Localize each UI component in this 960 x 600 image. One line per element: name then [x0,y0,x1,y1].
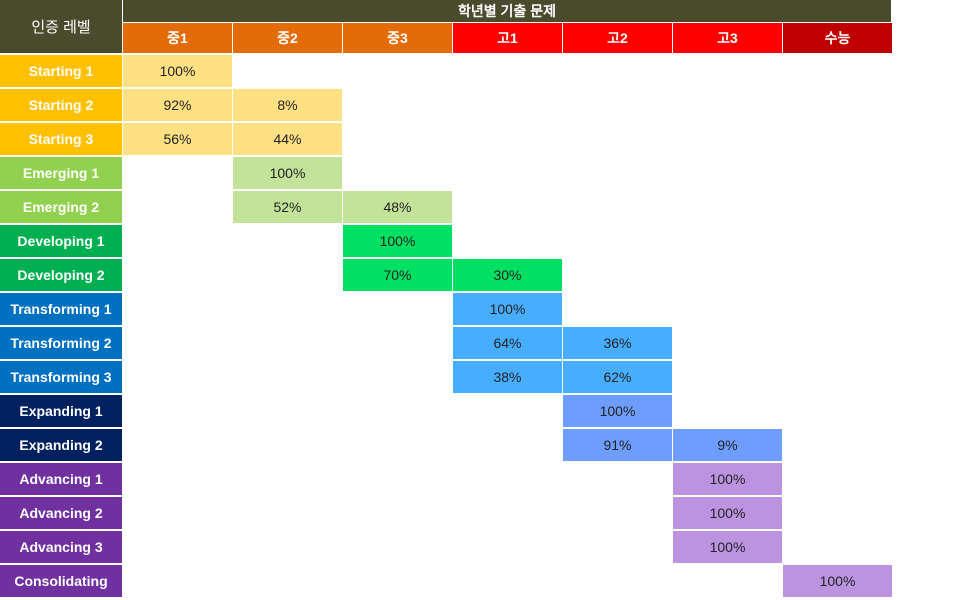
level-label: Emerging 1 [0,157,122,189]
percentage-cell: 100% [673,497,782,529]
level-label: Advancing 2 [0,497,122,529]
percentage-cell: 44% [233,123,342,155]
level-label: Transforming 3 [0,361,122,393]
level-label: Advancing 1 [0,463,122,495]
grade-header: 고3 [673,23,782,53]
level-column-header: 인증 레벨 [0,0,122,53]
percentage-cell: 100% [123,55,232,87]
percentage-cell: 100% [233,157,342,189]
percentage-cell: 100% [673,531,782,563]
level-label: Expanding 1 [0,395,122,427]
level-label: Expanding 2 [0,429,122,461]
percentage-cell: 100% [563,395,672,427]
percentage-cell: 100% [783,565,892,597]
percentage-cell: 52% [233,191,342,223]
level-label: Developing 1 [0,225,122,257]
percentage-cell: 100% [453,293,562,325]
grade-header: 고2 [563,23,672,53]
level-label: Consolidating [0,565,122,597]
percentage-cell: 100% [673,463,782,495]
percentage-cell: 38% [453,361,562,393]
level-label: Transforming 2 [0,327,122,359]
grade-header: 고1 [453,23,562,53]
percentage-cell: 56% [123,123,232,155]
level-label: Starting 1 [0,55,122,87]
percentage-cell: 92% [123,89,232,121]
level-label: Starting 3 [0,123,122,155]
percentage-cell: 48% [343,191,452,223]
level-label: Developing 2 [0,259,122,291]
level-label: Advancing 3 [0,531,122,563]
level-label: Starting 2 [0,89,122,121]
percentage-cell: 64% [453,327,562,359]
level-label: Emerging 2 [0,191,122,223]
percentage-cell: 70% [343,259,452,291]
percentage-cell: 62% [563,361,672,393]
grade-header: 중1 [123,23,232,53]
level-label: Transforming 1 [0,293,122,325]
percentage-cell: 36% [563,327,672,359]
percentage-cell: 100% [343,225,452,257]
grade-header: 중3 [343,23,452,53]
percentage-cell: 9% [673,429,782,461]
grade-header: 중2 [233,23,342,53]
percentage-cell: 8% [233,89,342,121]
grade-header: 수능 [783,23,892,53]
grade-group-header: 학년별 기출 문제 [123,0,891,22]
percentage-cell: 30% [453,259,562,291]
percentage-cell: 91% [563,429,672,461]
